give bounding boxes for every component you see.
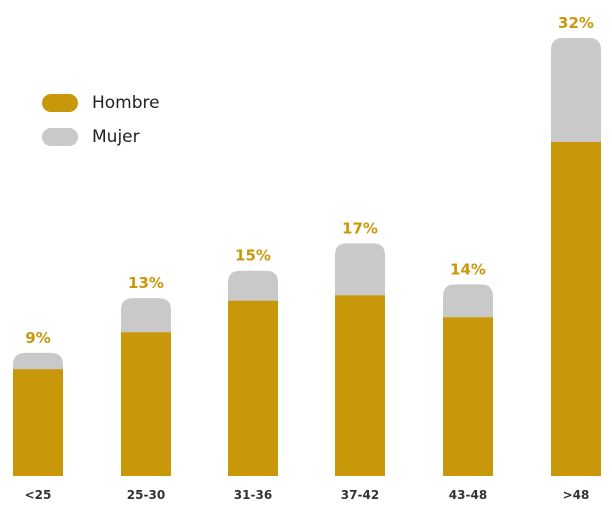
x-tick-label-5: >48 xyxy=(563,488,590,502)
data-label-total-2: 15% xyxy=(235,247,271,265)
legend: Hombre Mujer xyxy=(42,86,160,154)
legend-item-hombre: Hombre xyxy=(42,86,160,120)
data-label-total-0: 9% xyxy=(25,329,50,347)
x-tick-label-0: <25 xyxy=(25,488,52,502)
x-tick-label-2: 31-36 xyxy=(234,488,272,502)
bar-hombre-3 xyxy=(335,295,385,476)
x-tick-label-3: 37-42 xyxy=(341,488,379,502)
bar-hombre-4 xyxy=(443,317,493,476)
data-label-total-3: 17% xyxy=(342,219,378,237)
bar-hombre-1 xyxy=(121,332,171,476)
data-label-total-4: 14% xyxy=(450,260,486,278)
x-tick-label-4: 43-48 xyxy=(449,488,487,502)
data-label-total-1: 13% xyxy=(128,274,164,292)
bar-hombre-0 xyxy=(13,369,63,476)
legend-swatch-hombre xyxy=(42,94,78,112)
data-label-total-5: 32% xyxy=(558,14,594,32)
bar-hombre-5 xyxy=(551,142,601,476)
legend-swatch-mujer xyxy=(42,128,78,146)
legend-label-mujer: Mujer xyxy=(92,127,140,147)
x-tick-label-1: 25-30 xyxy=(127,488,165,502)
legend-item-mujer: Mujer xyxy=(42,120,160,154)
bar-hombre-2 xyxy=(228,300,278,476)
legend-label-hombre: Hombre xyxy=(92,93,160,113)
